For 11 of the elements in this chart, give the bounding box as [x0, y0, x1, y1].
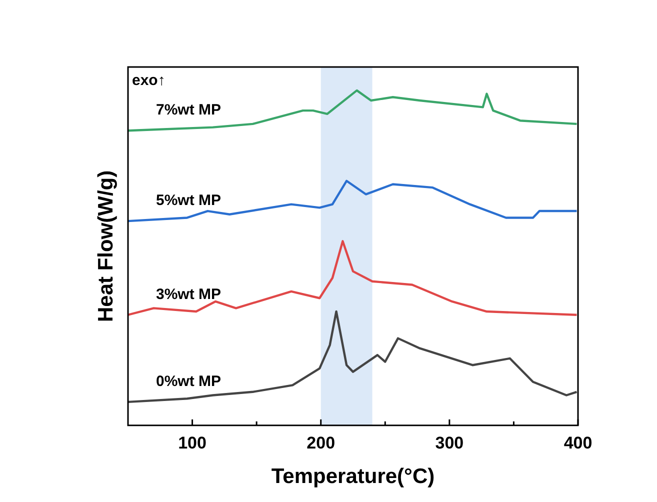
series-label: 3%wt MP	[156, 286, 222, 303]
y-axis-title: Heat Flow(W/g)	[94, 170, 118, 322]
series-label: 5%wt MP	[156, 192, 222, 210]
x-tick-label: 400	[564, 433, 592, 452]
series-label: 0%wt MP	[156, 372, 222, 390]
x-axis-title: Temperature(°C)	[271, 465, 435, 488]
x-tick-label: 200	[306, 433, 336, 452]
text: exo↑	[132, 72, 166, 89]
series-label: 7%wt MP	[156, 102, 222, 119]
x-tick-label: 300	[435, 433, 464, 452]
x-tick-label: 100	[178, 433, 206, 452]
